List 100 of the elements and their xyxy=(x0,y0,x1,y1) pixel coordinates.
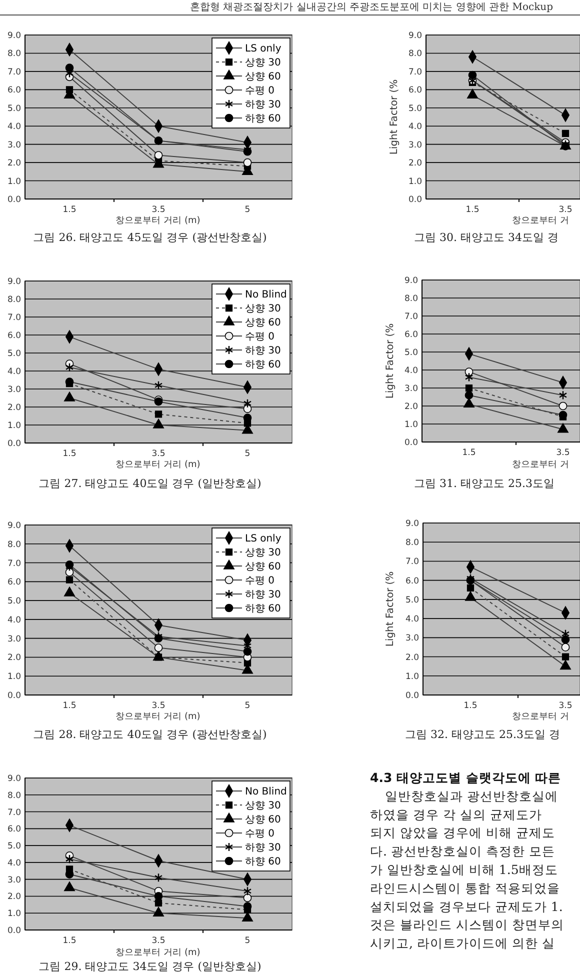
y-tick-label: 5.0 xyxy=(404,348,418,358)
x-tick-label: 5 xyxy=(244,936,250,946)
y-tick-label: 7.0 xyxy=(7,312,21,323)
x-tick-label: 3.5 xyxy=(152,449,166,459)
y-tick-label: 4.0 xyxy=(404,366,418,376)
y-tick-label: 3.0 xyxy=(405,634,419,644)
y-tick-label: 7.0 xyxy=(7,558,21,569)
y-tick-label: 1.0 xyxy=(7,909,21,920)
legend-label: 상향 30 xyxy=(245,304,281,314)
y-tick-label: 4.0 xyxy=(408,122,422,132)
x-tick-label: 3.5 xyxy=(558,701,572,711)
y-tick-label: 5.0 xyxy=(7,348,21,359)
y-tick-label: 4.0 xyxy=(7,615,21,626)
x-tick-label: 1.5 xyxy=(62,936,76,946)
y-tick-label: 2.0 xyxy=(405,652,419,663)
y-tick-label: 2.0 xyxy=(7,402,21,413)
y-tick-label: 2.0 xyxy=(404,402,418,412)
x-tick-label: 5 xyxy=(244,449,250,459)
y-tick-label: 5.0 xyxy=(405,595,419,606)
x-tick-label: 1.5 xyxy=(466,205,480,215)
text: 4.3 태양고도별 슬랫각도에 따른 xyxy=(370,770,562,785)
legend-label: 상향 30 xyxy=(245,800,281,812)
x-tick-label: 1.5 xyxy=(464,701,478,711)
y-tick-label: 0.0 xyxy=(7,690,21,701)
y-tick-label: 6.0 xyxy=(7,330,21,341)
y-tick-label: 8.0 xyxy=(7,294,21,305)
x-tick-label: 3.5 xyxy=(152,205,166,215)
x-axis-title: 창으로부터 거리 (m) xyxy=(116,216,200,226)
y-tick-label: 5.0 xyxy=(7,842,21,852)
x-tick-label: 1.5 xyxy=(462,448,476,458)
legend-label: 하향 30 xyxy=(245,100,281,110)
legend-label: 하향 60 xyxy=(245,360,281,370)
y-tick-label: 0.0 xyxy=(7,438,21,449)
y-tick-label: 0.0 xyxy=(7,194,21,205)
y-tick-label: 1.0 xyxy=(7,672,21,682)
text: 혼합형 채광조절장치가 실내공간의 주광조도분포에 미치는 영향에 관한 Mockup xyxy=(190,2,554,13)
x-tick-label: 1.5 xyxy=(62,449,76,459)
y-tick-label: 4.0 xyxy=(7,122,21,132)
y-tick-label: 3.0 xyxy=(7,875,21,886)
y-tick-label: 9.0 xyxy=(7,276,21,287)
text: 그림 27. 태양고도 40도일 경우 (일반창호실) xyxy=(38,477,262,490)
y-tick-label: 6.0 xyxy=(404,330,418,340)
legend-label: 상향 60 xyxy=(245,72,281,82)
y-tick-label: 9.0 xyxy=(404,276,418,286)
y-tick-label: 7.0 xyxy=(7,67,21,78)
legend-label: 수평 0 xyxy=(245,576,275,586)
y-tick-label: 8.0 xyxy=(405,538,419,548)
x-tick-label: 1.5 xyxy=(62,205,76,215)
y-tick-label: 5.0 xyxy=(7,596,21,607)
y-tick-label: 1.0 xyxy=(7,420,21,431)
y-tick-label: 8.0 xyxy=(7,790,21,801)
legend-label: 하향 60 xyxy=(245,604,281,614)
legend-label: 수평 0 xyxy=(245,332,275,342)
y-tick-label: 7.0 xyxy=(405,557,419,568)
legend-label: 수평 0 xyxy=(245,86,275,96)
text: 설치되었을 경우보다 균제도가 1. xyxy=(370,898,563,914)
y-tick-label: 0.0 xyxy=(405,690,419,701)
y-tick-label: 8.0 xyxy=(404,294,418,304)
y-tick-label: 7.0 xyxy=(404,312,418,322)
y-tick-label: 6.0 xyxy=(405,576,419,586)
legend-label: LS only xyxy=(245,534,282,544)
y-tick-label: 0.0 xyxy=(408,194,422,205)
legend-label: 상향 30 xyxy=(245,58,281,68)
y-tick-label: 3.0 xyxy=(404,384,418,394)
text: 되지 않았을 경우에 비해 균제도 xyxy=(370,825,555,840)
x-tick-label: 3.5 xyxy=(152,701,166,711)
legend-label: No Blind xyxy=(245,786,287,798)
y-tick-label: 6.0 xyxy=(7,86,21,96)
x-axis-title: 창으로부터 거리 (m) xyxy=(116,460,200,470)
y-tick-label: 7.0 xyxy=(408,67,422,78)
y-tick-label: 2.0 xyxy=(7,653,21,664)
text: 그림 30. 태양고도 34도일 경 xyxy=(414,231,558,244)
x-axis-title: 창으로부터 거리 (m) xyxy=(116,712,200,722)
x-axis-title: 창으로부터 거 xyxy=(512,216,569,226)
y-tick-label: 5.0 xyxy=(7,104,21,114)
legend-label: LS only xyxy=(245,44,282,54)
y-tick-label: 6.0 xyxy=(7,824,21,835)
legend-label: 상향 60 xyxy=(245,318,281,328)
y-tick-label: 9.0 xyxy=(7,30,21,41)
y-tick-label: 8.0 xyxy=(408,49,422,60)
y-tick-label: 0.0 xyxy=(7,926,21,936)
text: 그림 32. 태양고도 25.3도일 경 xyxy=(405,728,560,741)
legend-label: No Blind xyxy=(245,290,287,300)
legend-label: 하향 30 xyxy=(245,842,281,854)
x-tick-label: 5 xyxy=(244,205,250,215)
text: 가 일반창호실에 비해 1.5배정도 xyxy=(370,862,558,877)
legend-label: 수평 0 xyxy=(245,828,275,840)
y-tick-label: 0.0 xyxy=(404,438,418,448)
x-tick-label: 1.5 xyxy=(62,701,76,711)
y-tick-label: 1.0 xyxy=(7,176,21,187)
text: 그림 28. 태양고도 40도일 경우 (광선반창호실) xyxy=(33,728,267,741)
y-axis-title: Light Factor (% xyxy=(385,323,396,399)
text: 라인드시스템이 통합 적용되었을 xyxy=(370,880,560,896)
text: 그림 26. 태양고도 45도일 경우 (광선반창호실) xyxy=(33,231,267,244)
text: 그림 29. 태양고도 34도일 경우 (일반창호실) xyxy=(38,960,262,973)
y-tick-label: 7.0 xyxy=(7,808,21,818)
y-tick-label: 1.0 xyxy=(408,176,422,187)
text: 하였을 경우 각 실의 균제도가 xyxy=(370,806,542,822)
legend-label: 하향 60 xyxy=(245,114,281,124)
y-axis-title: Light Factor (% xyxy=(389,79,400,155)
